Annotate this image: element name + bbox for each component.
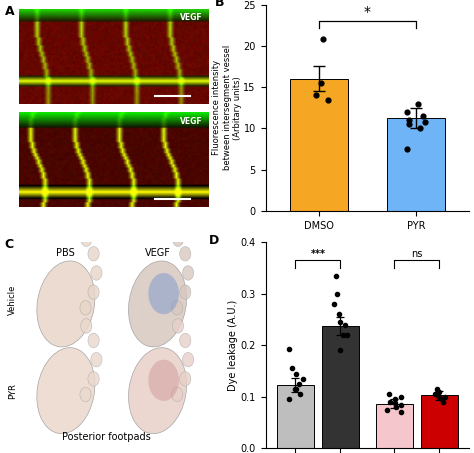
Point xyxy=(319,36,327,43)
Text: A: A xyxy=(5,5,14,18)
Text: Vehicle: Vehicle xyxy=(9,284,18,315)
Point xyxy=(292,386,299,393)
Ellipse shape xyxy=(128,347,187,434)
Ellipse shape xyxy=(88,246,99,261)
Ellipse shape xyxy=(180,246,191,261)
Bar xyxy=(421,395,458,448)
Ellipse shape xyxy=(172,300,183,315)
Ellipse shape xyxy=(88,285,99,299)
Point xyxy=(343,331,351,338)
Ellipse shape xyxy=(80,300,91,315)
Point xyxy=(296,390,304,398)
Point xyxy=(341,321,349,328)
Ellipse shape xyxy=(91,352,102,367)
Point xyxy=(292,370,300,377)
Y-axis label: Dye leakage (A.U.): Dye leakage (A.U.) xyxy=(228,299,237,391)
Point xyxy=(439,398,447,405)
Point xyxy=(416,125,424,132)
Point xyxy=(285,396,292,403)
Ellipse shape xyxy=(37,261,95,347)
Ellipse shape xyxy=(88,333,99,348)
Point xyxy=(385,390,392,398)
Point xyxy=(405,120,413,128)
Ellipse shape xyxy=(173,319,183,333)
Point xyxy=(398,401,405,408)
Point xyxy=(433,386,441,393)
Ellipse shape xyxy=(148,360,179,401)
Text: PYR: PYR xyxy=(9,383,18,399)
Ellipse shape xyxy=(88,371,99,386)
Text: VEGF: VEGF xyxy=(145,248,171,258)
Point xyxy=(435,393,443,400)
Ellipse shape xyxy=(37,347,95,434)
Point xyxy=(403,108,411,116)
Bar xyxy=(290,79,348,211)
Point xyxy=(295,381,303,388)
Point xyxy=(291,386,298,393)
Ellipse shape xyxy=(80,387,91,402)
Point xyxy=(421,118,429,125)
Point xyxy=(397,393,404,400)
Point xyxy=(405,116,413,124)
Point xyxy=(392,396,399,403)
Ellipse shape xyxy=(182,266,194,280)
Point xyxy=(435,393,443,400)
Text: D: D xyxy=(209,234,219,247)
Ellipse shape xyxy=(91,266,102,280)
Ellipse shape xyxy=(128,261,187,347)
Point xyxy=(288,365,296,372)
Ellipse shape xyxy=(180,333,191,348)
Point xyxy=(419,112,427,120)
Ellipse shape xyxy=(81,319,92,333)
Point xyxy=(403,145,410,153)
Point xyxy=(386,398,394,405)
Point xyxy=(336,318,344,326)
Text: Posterior footpads: Posterior footpads xyxy=(62,432,151,442)
Ellipse shape xyxy=(81,232,92,246)
Point xyxy=(434,390,441,398)
Text: ns: ns xyxy=(411,249,422,259)
Point xyxy=(324,96,331,103)
Point xyxy=(299,375,307,382)
Bar xyxy=(376,404,413,448)
Point xyxy=(317,79,325,87)
Ellipse shape xyxy=(180,285,191,299)
Bar xyxy=(387,118,445,211)
Bar xyxy=(322,326,359,448)
Point xyxy=(313,92,320,99)
Point xyxy=(335,311,342,318)
Point xyxy=(397,409,405,416)
Point xyxy=(435,388,443,395)
Point xyxy=(431,390,438,398)
Point xyxy=(337,347,344,354)
Bar xyxy=(277,385,314,448)
Ellipse shape xyxy=(180,371,191,386)
Ellipse shape xyxy=(182,352,194,367)
Ellipse shape xyxy=(148,273,179,314)
Point xyxy=(333,290,341,297)
Point xyxy=(332,272,340,279)
Point xyxy=(392,404,400,411)
Point xyxy=(285,346,292,353)
Point xyxy=(438,396,446,403)
Ellipse shape xyxy=(172,387,183,402)
Y-axis label: Fluorescence intensity
between intersegment vessel
(Arbitary units): Fluorescence intensity between intersegm… xyxy=(212,45,242,170)
Point xyxy=(330,300,337,308)
Text: PBS: PBS xyxy=(56,248,75,258)
Point xyxy=(441,393,448,400)
Point xyxy=(383,406,391,414)
Point xyxy=(339,331,347,338)
Text: C: C xyxy=(5,238,14,251)
Text: ***: *** xyxy=(310,249,326,259)
Ellipse shape xyxy=(173,232,183,246)
Point xyxy=(391,400,399,407)
Text: *: * xyxy=(364,5,371,19)
Text: B: B xyxy=(215,0,224,9)
Point xyxy=(414,100,422,107)
